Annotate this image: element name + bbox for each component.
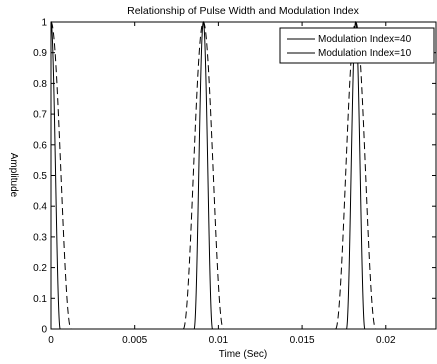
x-tick-label: 0 <box>48 335 54 346</box>
series-2-pulse-2 <box>182 21 224 329</box>
series-2-pulse-1 <box>51 21 72 329</box>
x-tick-label: 0.005 <box>122 335 147 346</box>
series-2-pulse-3 <box>335 21 377 329</box>
y-tick-label: 0.3 <box>33 232 47 243</box>
plot-frame <box>50 21 437 330</box>
y-tick-label: 0.9 <box>33 48 47 59</box>
y-tick-label: 0 <box>41 325 47 336</box>
series-1-pulse-2 <box>193 20 213 329</box>
series-1-pulse-3 <box>346 20 366 329</box>
y-tick-label: 0.8 <box>33 79 47 90</box>
chart-title: Relationship of Pulse Width and Modulati… <box>127 5 359 17</box>
x-axis-label: Time (Sec) <box>219 349 268 360</box>
x-tick-label: 0.02 <box>376 335 396 346</box>
legend-entry-series-2: Modulation Index=10 <box>318 48 412 59</box>
legend-box <box>279 27 435 64</box>
y-tick-label: 1 <box>41 18 47 29</box>
y-tick-label: 0.4 <box>33 202 47 213</box>
series-1-pulse-1 <box>51 20 61 329</box>
y-tick-label: 0.7 <box>33 110 47 121</box>
y-tick-label: 0.5 <box>33 171 47 182</box>
legend-entry-series-1: Modulation Index=40 <box>318 34 412 45</box>
y-tick-label: 0.2 <box>33 263 47 274</box>
y-axis-label: Amplitude <box>8 153 19 198</box>
legend: Modulation Index=40 Modulation Index=10 <box>279 27 435 64</box>
x-tick-label: 0.01 <box>209 335 229 346</box>
y-tick-label: 0.1 <box>33 294 47 305</box>
y-tick-label: 0.6 <box>33 140 47 151</box>
x-tick-label: 0.015 <box>290 335 315 346</box>
